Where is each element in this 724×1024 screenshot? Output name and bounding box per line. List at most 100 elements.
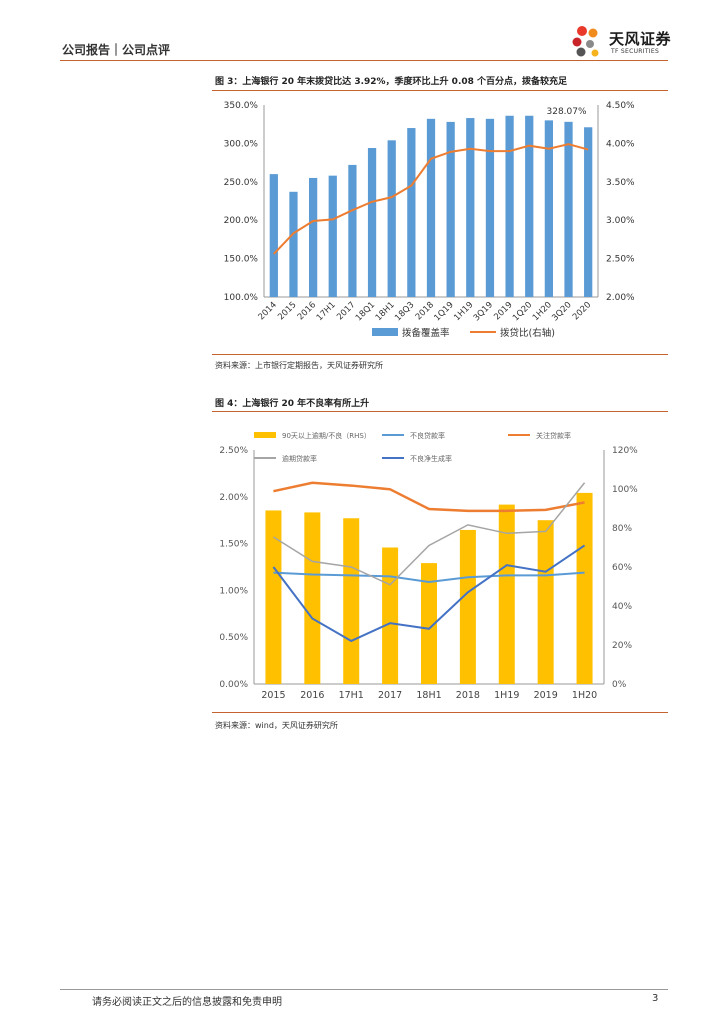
y-tick-label-right: 80% bbox=[612, 524, 632, 534]
y-tick-label-right: 0% bbox=[612, 680, 627, 690]
legend-label: 关注贷款率 bbox=[536, 431, 571, 440]
bar bbox=[564, 121, 573, 297]
y-tick-label-right: 4.00% bbox=[606, 139, 635, 149]
footer-rule bbox=[60, 989, 668, 990]
footer-disclaimer: 请务必阅读正文之后的信息披露和免责申明 bbox=[92, 997, 282, 1008]
y-tick-label-left: 200.0% bbox=[224, 216, 259, 226]
bar bbox=[505, 115, 514, 297]
x-tick-label: 2014 bbox=[257, 300, 279, 322]
y-tick-label-right: 100% bbox=[612, 485, 638, 495]
bar bbox=[387, 140, 396, 297]
y-tick-label-left: 1.00% bbox=[219, 586, 248, 596]
bar bbox=[328, 175, 337, 297]
figure3-source: 资料来源：上市银行定期报告，天风证券研究所 bbox=[215, 361, 383, 370]
y-tick-label-right: 60% bbox=[612, 563, 632, 573]
y-tick-label-right: 4.50% bbox=[606, 101, 635, 111]
figure4-title: 图 4：上海银行 20 年不良率有所上升 bbox=[215, 399, 370, 409]
bar bbox=[576, 492, 593, 684]
y-tick-label-left: 250.0% bbox=[224, 178, 259, 188]
bar bbox=[485, 118, 495, 297]
x-tick-label: 1Q19 bbox=[432, 300, 455, 323]
bar bbox=[537, 520, 554, 684]
x-tick-label: 18H1 bbox=[374, 300, 397, 323]
series-line bbox=[273, 482, 586, 586]
x-tick-label: 1H20 bbox=[572, 690, 597, 701]
legend-label: 拨贷比(右轴) bbox=[500, 327, 555, 339]
bar bbox=[421, 563, 437, 684]
y-tick-label-left: 2.50% bbox=[219, 446, 248, 456]
legend-label: 逾期贷款率 bbox=[282, 454, 317, 463]
logo-flower-icon bbox=[572, 26, 599, 57]
x-tick-label: 17H1 bbox=[339, 690, 364, 701]
y-tick-label-left: 300.0% bbox=[224, 139, 259, 149]
series-line bbox=[273, 571, 585, 583]
x-tick-label: 2020 bbox=[571, 300, 593, 322]
x-tick-label: 17H1 bbox=[315, 300, 338, 323]
y-tick-label-right: 3.00% bbox=[606, 216, 635, 226]
bar bbox=[382, 547, 399, 684]
x-tick-label: 18Q1 bbox=[354, 300, 377, 323]
y-tick-label-right: 3.50% bbox=[606, 178, 635, 188]
y-tick-label-right: 2.00% bbox=[606, 293, 635, 303]
bar bbox=[466, 118, 475, 297]
data-label: 328.07% bbox=[547, 107, 587, 117]
bar bbox=[348, 164, 357, 297]
figure3-title: 图 3：上海银行 20 年末拨贷比达 3.92%，季度环比上升 0.08 个百分… bbox=[215, 77, 568, 87]
figure3-top-rule bbox=[212, 90, 668, 91]
x-tick-label: 2018 bbox=[456, 690, 480, 701]
header-rule bbox=[60, 60, 668, 61]
legend-label: 不良贷款率 bbox=[410, 431, 445, 440]
bar bbox=[498, 504, 515, 684]
x-tick-label: 1Q20 bbox=[511, 300, 534, 323]
bar bbox=[584, 127, 593, 297]
y-tick-label-left: 100.0% bbox=[224, 293, 259, 303]
figure4-top-rule bbox=[212, 411, 668, 412]
figure4-source: 资料来源：wind，天风证券研究所 bbox=[215, 721, 338, 730]
bar bbox=[426, 118, 436, 297]
x-tick-label: 2016 bbox=[296, 300, 318, 322]
x-tick-label: 2019 bbox=[492, 300, 514, 322]
bar bbox=[459, 529, 476, 684]
bar bbox=[367, 148, 377, 297]
bar bbox=[265, 510, 282, 684]
figure3-chart: 100.0% 150.0% 200.0% 250.0% 300.0% 350.0% 2.00… bbox=[224, 101, 635, 339]
y-tick-label-right: 2.50% bbox=[606, 255, 635, 265]
x-tick-label: 2018 bbox=[414, 300, 436, 322]
x-tick-label: 3Q19 bbox=[472, 300, 495, 323]
x-tick-label: 18Q3 bbox=[393, 300, 416, 323]
y-tick-label-left: 350.0% bbox=[224, 101, 259, 111]
legend-label: 拨备覆盖率 bbox=[402, 327, 450, 339]
bar bbox=[525, 115, 534, 297]
x-tick-label: 2015 bbox=[276, 300, 298, 322]
series-line bbox=[273, 481, 585, 513]
x-tick-label: 2017 bbox=[378, 690, 402, 701]
bar bbox=[407, 128, 416, 297]
legend-swatch bbox=[254, 432, 276, 438]
header-left: 公司报告｜公司点评 bbox=[62, 43, 171, 57]
figure4-bottom-rule bbox=[212, 712, 668, 713]
x-tick-label: 1H20 bbox=[531, 300, 554, 323]
page-number: 3 bbox=[652, 993, 659, 1004]
bar bbox=[544, 120, 554, 297]
figure4-chart: 0.00% 0.50% 1.00% 1.50% 2.00% 2.50% 0% 20% 40% 60… bbox=[219, 431, 638, 701]
series-line bbox=[273, 143, 589, 255]
x-tick-label: 2019 bbox=[534, 690, 558, 701]
y-tick-label-right: 40% bbox=[612, 602, 632, 612]
legend-label: 90天以上逾期/不良（RHS） bbox=[282, 431, 371, 440]
x-tick-label: 2015 bbox=[261, 690, 285, 701]
x-tick-label: 2016 bbox=[300, 690, 324, 701]
logo-subtitle: TF SECURITIES bbox=[611, 48, 660, 55]
legend-label: 不良净生成率 bbox=[410, 454, 452, 463]
y-tick-label-left: 150.0% bbox=[224, 255, 259, 265]
legend-swatch bbox=[372, 328, 398, 336]
y-tick-label-left: 0.50% bbox=[219, 633, 248, 643]
bar bbox=[446, 121, 455, 297]
series-line bbox=[272, 544, 586, 643]
x-tick-label: 2017 bbox=[335, 300, 357, 322]
y-tick-label-left: 2.00% bbox=[219, 493, 248, 503]
y-tick-label-left: 1.50% bbox=[219, 540, 248, 550]
x-tick-label: 18H1 bbox=[416, 690, 441, 701]
bar bbox=[308, 177, 318, 297]
x-tick-label: 3Q20 bbox=[550, 300, 573, 323]
logo-name: 天风证券 bbox=[609, 30, 672, 48]
